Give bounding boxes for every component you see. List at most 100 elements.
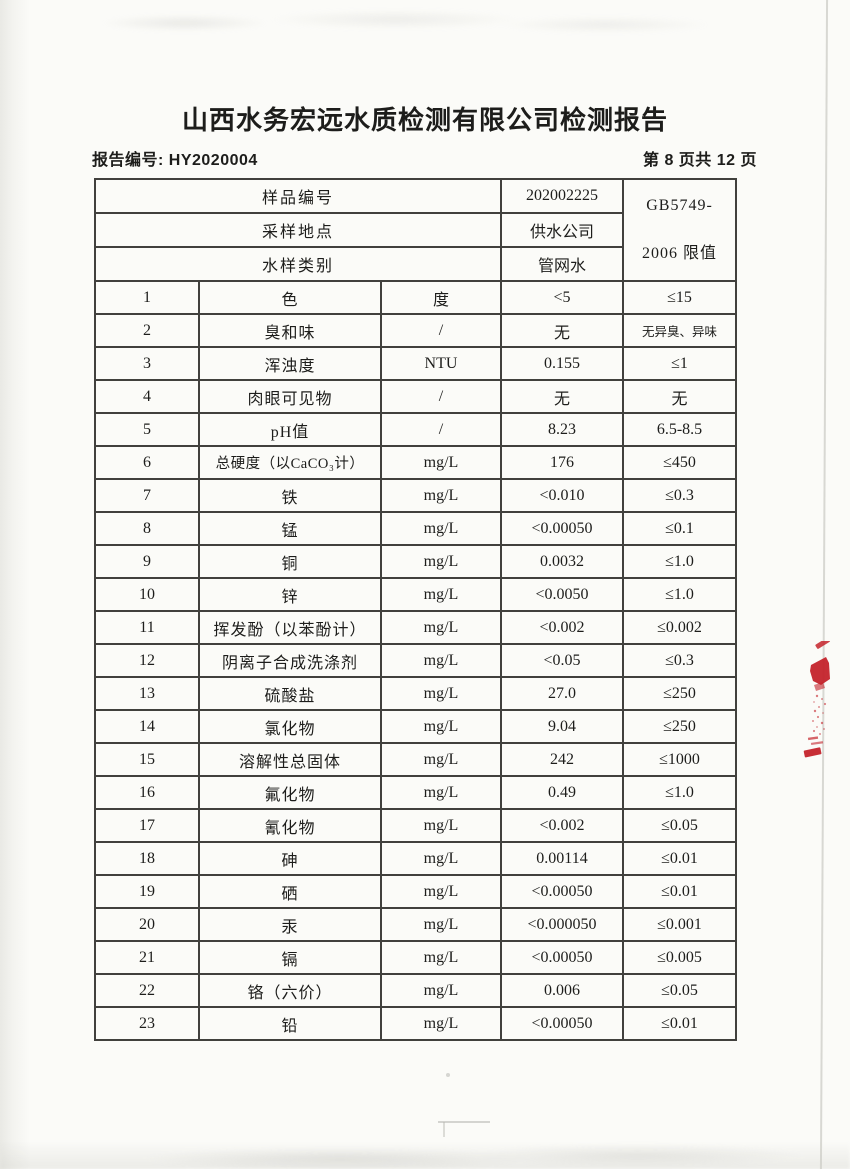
unit-cell: mg/L [380,907,502,942]
scan-dash-mark [438,1121,490,1123]
limit-cell: ≤0.05 [622,973,737,1008]
row-number-cell: 13 [94,676,200,711]
unit-cell: mg/L [380,775,502,810]
value-cell: <0.05 [500,643,624,678]
item-name-cell: 硒 [198,874,382,909]
limit-standard-cell: GB5749- 2006 限值 [622,178,737,282]
value-cell: 0.006 [500,973,624,1008]
table-row: 22 铬（六价） mg/L 0.006 ≤0.05 [94,973,737,1008]
item-name-cell: 铬（六价） [198,973,382,1008]
limit-cell: ≤0.05 [622,808,737,843]
value-cell: 0.49 [500,775,624,810]
limit-cell: ≤0.002 [622,610,737,645]
row-number-cell: 21 [94,940,200,975]
value-cell: <0.00050 [500,940,624,975]
unit-cell: mg/L [380,808,502,843]
row-number-cell: 5 [94,412,200,447]
table-row: 6 总硬度（以CaCO₃计） mg/L 176 ≤450 [94,445,737,480]
limit-cell: ≤0.005 [622,940,737,975]
value-cell: 9.04 [500,709,624,744]
table-row: 3 浑浊度 NTU 0.155 ≤1 [94,346,737,381]
unit-cell: 度 [380,280,502,315]
limit-cell: ≤0.001 [622,907,737,942]
item-name-cell: pH值 [198,412,382,447]
unit-cell: mg/L [380,874,502,909]
sampling-site-label: 采样地点 [94,212,502,248]
table-row: 8 锰 mg/L <0.00050 ≤0.1 [94,511,737,546]
limit-cell: ≤1.0 [622,577,737,612]
table-row: 21 镉 mg/L <0.00050 ≤0.005 [94,940,737,975]
limit-cell: 无异臭、异味 [622,313,737,348]
value-cell: <0.010 [500,478,624,513]
unit-cell: mg/L [380,610,502,645]
value-cell: <5 [500,280,624,315]
table-row: 23 铅 mg/L <0.00050 ≤0.01 [94,1006,737,1041]
scan-left-shadow [0,0,30,1169]
row-number-cell: 14 [94,709,200,744]
item-name-cell: 挥发酚（以苯酚计） [198,610,382,645]
water-quality-table: 样品编号 202002225 GB5749- 2006 限值 采样地点 供水公司… [94,178,737,1041]
unit-cell: mg/L [380,445,502,480]
value-cell: 无 [500,313,624,348]
scan-top-smudge [80,6,780,40]
item-name-cell: 砷 [198,841,382,876]
row-number-cell: 7 [94,478,200,513]
table-row: 12 阴离子合成洗涤剂 mg/L <0.05 ≤0.3 [94,643,737,678]
unit-cell: mg/L [380,544,502,579]
item-name-cell: 氰化物 [198,808,382,843]
row-number-cell: 11 [94,610,200,645]
table-row: 17 氰化物 mg/L <0.002 ≤0.05 [94,808,737,843]
table-row: 18 砷 mg/L 0.00114 ≤0.01 [94,841,737,876]
table-row: 2 臭和味 / 无无异臭、异味 [94,313,737,348]
row-number-cell: 23 [94,1006,200,1041]
table-row: 10 锌 mg/L <0.0050 ≤1.0 [94,577,737,612]
unit-cell: / [380,412,502,447]
unit-cell: mg/L [380,643,502,678]
unit-cell: mg/L [380,940,502,975]
limit-cell: ≤0.3 [622,478,737,513]
limit-standard-line1: GB5749- [646,197,713,214]
item-name-cell: 氯化物 [198,709,382,744]
limit-cell: 6.5-8.5 [622,412,737,447]
item-name-cell: 铁 [198,478,382,513]
limit-cell: ≤1 [622,346,737,381]
unit-cell: mg/L [380,709,502,744]
sample-type-label: 水样类别 [94,246,502,282]
item-name-cell: 氟化物 [198,775,382,810]
item-name-cell: 色 [198,280,382,315]
row-number-cell: 16 [94,775,200,810]
value-cell: <0.002 [500,808,624,843]
row-number-cell: 6 [94,445,200,480]
sampling-site-value: 供水公司 [500,212,624,248]
value-cell: 无 [500,379,624,414]
row-number-cell: 17 [94,808,200,843]
row-number-cell: 9 [94,544,200,579]
sample-no-label: 样品编号 [94,178,502,214]
value-cell: 0.00114 [500,841,624,876]
header-row-sample-no: 样品编号 202002225 GB5749- 2006 限值 [94,178,737,282]
unit-cell: NTU [380,346,502,381]
item-name-cell: 臭和味 [198,313,382,348]
unit-cell: / [380,379,502,414]
limit-cell: ≤0.3 [622,643,737,678]
unit-cell: mg/L [380,973,502,1008]
red-seal-stamp-icon [799,637,831,763]
item-name-cell: 锰 [198,511,382,546]
limit-cell: ≤0.1 [622,511,737,546]
row-number-cell: 12 [94,643,200,678]
limit-cell: ≤0.01 [622,841,737,876]
row-number-cell: 4 [94,379,200,414]
item-name-cell: 阴离子合成洗涤剂 [198,643,382,678]
limit-cell: ≤15 [622,280,737,315]
row-number-cell: 20 [94,907,200,942]
limit-cell: ≤0.01 [622,874,737,909]
value-cell: <0.000050 [500,907,624,942]
limit-cell: ≤250 [622,709,737,744]
item-name-cell: 铅 [198,1006,382,1041]
table-row: 9 铜 mg/L 0.0032 ≤1.0 [94,544,737,579]
row-number-cell: 18 [94,841,200,876]
value-cell: <0.00050 [500,1006,624,1041]
sample-type-value: 管网水 [500,246,624,282]
row-number-cell: 2 [94,313,200,348]
scan-speck [446,1073,450,1077]
